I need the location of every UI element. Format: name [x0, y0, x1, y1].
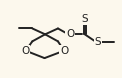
Text: S: S [94, 37, 101, 47]
Text: S: S [82, 14, 88, 24]
Text: O: O [60, 46, 68, 56]
Text: O: O [66, 29, 74, 39]
Text: O: O [21, 46, 30, 56]
